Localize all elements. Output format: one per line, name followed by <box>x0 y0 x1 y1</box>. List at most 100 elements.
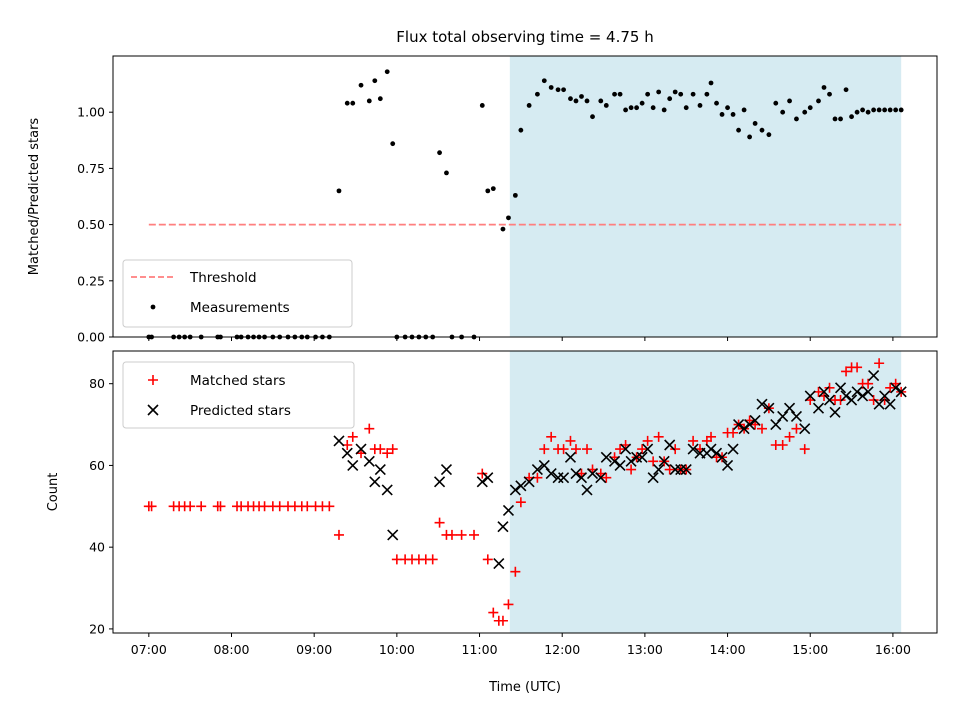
x-tick-label: 11:00 <box>462 642 498 657</box>
measurement-point <box>898 107 904 113</box>
predicted-stars-point <box>840 390 852 402</box>
matched-stars-point <box>146 501 157 512</box>
matched-stars-point <box>799 444 810 455</box>
matched-stars-point <box>706 431 717 442</box>
matched-stars-point <box>885 382 896 393</box>
matched-stars-point <box>757 423 768 434</box>
count-legend: Matched stars Predicted stars <box>122 361 355 429</box>
measurement-point <box>802 109 808 115</box>
y-tick-label: 1.00 <box>77 105 105 120</box>
matched-stars-point <box>446 529 457 540</box>
predicted-stars-point <box>790 410 803 422</box>
predicted-stars-point <box>523 476 535 488</box>
measurement-point <box>485 188 491 194</box>
measurement-point <box>704 91 710 97</box>
matched-stars-point <box>427 554 438 565</box>
matched-stars-point <box>653 431 664 442</box>
count-marks <box>143 358 907 626</box>
measurement-point <box>634 105 640 111</box>
measurement-point <box>719 112 725 117</box>
ratio-y-ticks: 0.00 0.25 0.50 0.75 1.00 <box>77 105 113 345</box>
legend-predicted-label: Predicted stars <box>190 403 291 419</box>
measurement-point <box>518 127 524 133</box>
measurement-point <box>736 127 741 133</box>
matched-stars-point <box>382 448 393 459</box>
x-tick-label: 16:00 <box>875 642 911 657</box>
measurement-point <box>579 94 584 99</box>
measurement-point <box>350 100 356 106</box>
matched-stars-point <box>539 444 550 455</box>
y-tick-label: 0.50 <box>77 217 105 232</box>
x-axis-label: Time (UTC) <box>488 680 561 695</box>
predicted-stars-point <box>749 414 761 427</box>
matched-stars-point <box>670 444 681 455</box>
measurement-point <box>535 91 540 97</box>
predicted-stars-point <box>369 476 381 488</box>
predicted-stars-point <box>355 443 367 455</box>
count-y-ticks: 20 40 60 80 <box>89 376 113 636</box>
predicted-stars-point <box>497 521 509 533</box>
measurement-point <box>384 69 390 75</box>
measurement-point <box>865 109 871 115</box>
y-tick-label: 0.25 <box>77 273 105 288</box>
predicted-stars-point <box>777 410 789 422</box>
count-x-ticks: 07:00 08:00 09:00 10:00 11:00 12:00 13:00 14:00… <box>131 633 911 657</box>
measurement-point <box>827 91 832 97</box>
matched-stars-point <box>482 554 493 565</box>
predicted-stars-point <box>812 402 825 414</box>
predicted-stars-point <box>738 423 750 435</box>
measurement-point <box>656 89 662 95</box>
matched-stars-point <box>497 615 508 626</box>
matched-stars-point <box>324 501 335 512</box>
predicted-stars-point <box>669 463 681 476</box>
y-tick-label: 80 <box>89 376 105 391</box>
predicted-stars-point <box>387 529 399 541</box>
x-tick-label: 13:00 <box>627 642 663 657</box>
predicted-stars-point <box>374 463 386 476</box>
predicted-stars-point <box>531 463 543 476</box>
measurement-point <box>843 87 849 93</box>
predicted-stars-point <box>341 447 353 459</box>
legend-predicted-swatch <box>147 404 159 416</box>
measurement-point <box>714 100 719 106</box>
predicted-stars-point <box>687 443 699 455</box>
predicted-stars-point <box>642 443 654 455</box>
matched-stars-point <box>863 378 874 389</box>
measurement-point <box>667 96 673 102</box>
measurement-point <box>500 226 506 232</box>
predicted-stars-point <box>552 472 564 484</box>
predicted-stars-point <box>658 455 670 467</box>
y-tick-label: 40 <box>89 540 105 555</box>
predicted-stars-point <box>620 443 632 455</box>
measurement-point <box>773 100 779 106</box>
measurement-point <box>871 107 877 113</box>
ratio-y-axis-label: Matched/Predicted stars <box>27 118 42 276</box>
measurement-point <box>506 215 511 221</box>
x-tick-label: 14:00 <box>710 642 746 657</box>
predicted-stars-point <box>763 402 775 414</box>
matched-stars-point <box>868 395 879 406</box>
matched-stars-point <box>515 497 526 508</box>
count-y-axis-label: Count <box>46 473 61 512</box>
observing-span <box>509 351 902 633</box>
predicted-stars-point <box>586 468 599 480</box>
measurement-point <box>730 112 736 117</box>
matched-stars-point <box>333 529 344 540</box>
predicted-stars-point <box>614 459 626 472</box>
matched-stars-point <box>626 464 637 475</box>
predicted-stars-point <box>710 447 723 459</box>
predicted-stars-point <box>716 451 728 463</box>
measurement-point <box>876 107 882 113</box>
measurement-point <box>490 186 496 192</box>
measurement-point <box>372 78 378 84</box>
predicted-stars-point <box>862 386 874 398</box>
matched-stars-point <box>777 440 788 450</box>
predicted-stars-point <box>756 398 768 410</box>
measurement-point <box>725 105 730 111</box>
predicted-stars-point <box>476 476 488 488</box>
predicted-stars-point <box>538 459 550 472</box>
measurement-point <box>555 87 561 93</box>
legend-threshold-label: Threshold <box>189 270 257 286</box>
legend-matched-swatch <box>148 375 158 385</box>
